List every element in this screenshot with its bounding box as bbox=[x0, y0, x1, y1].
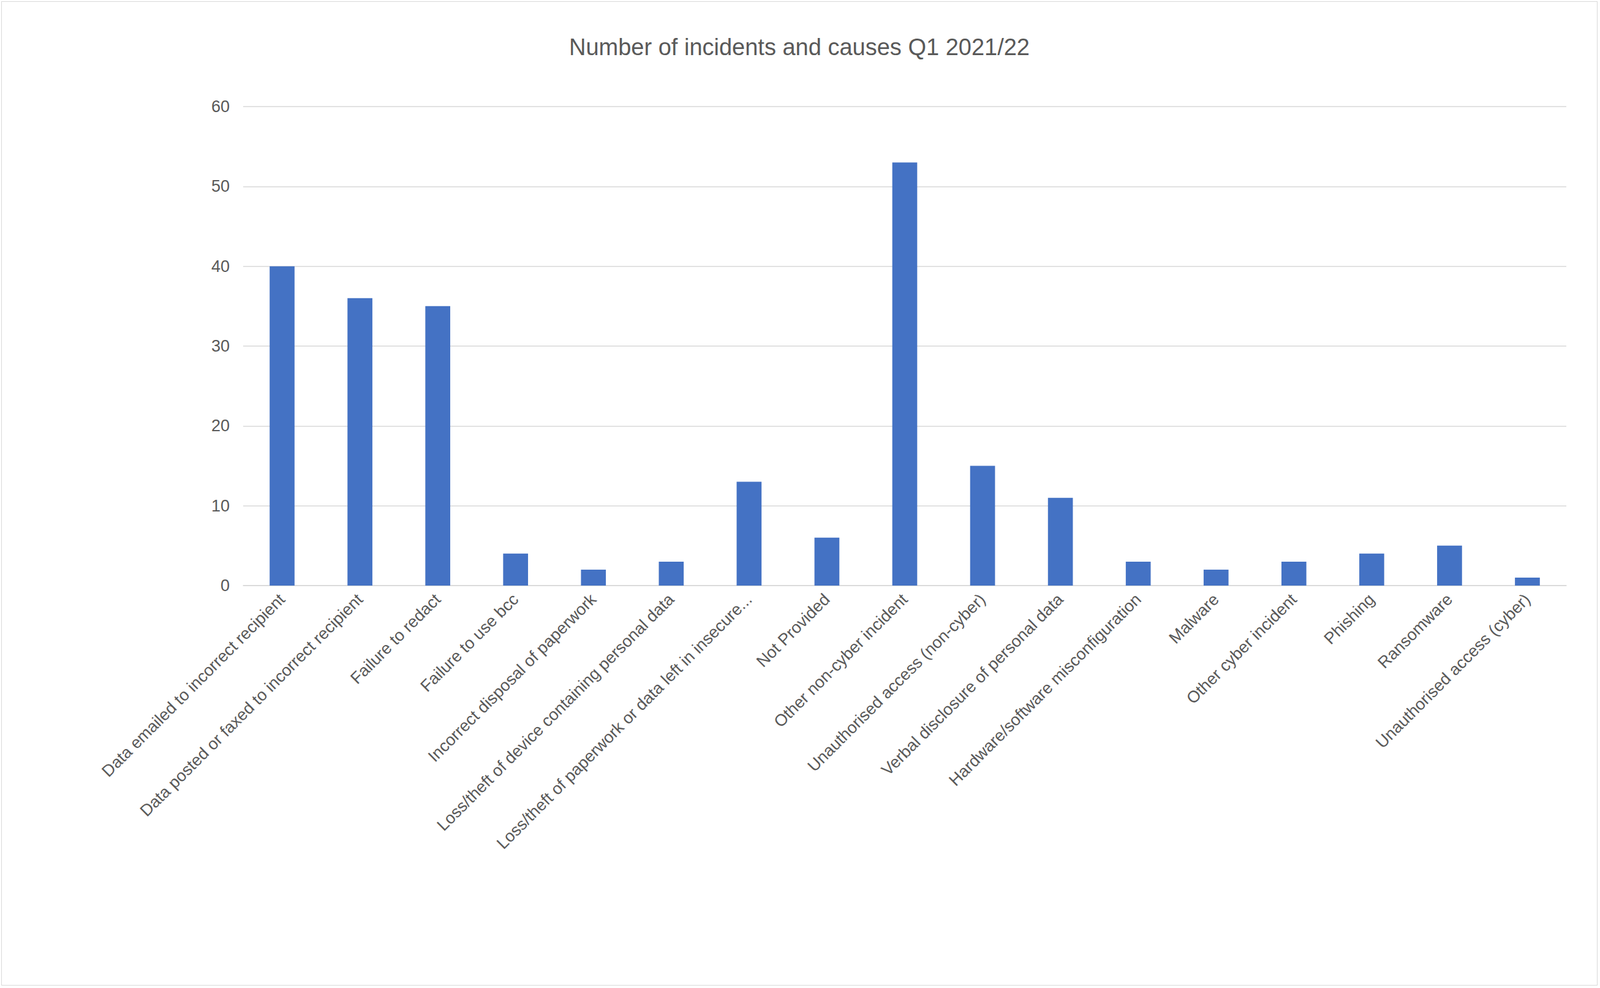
svg-text:10: 10 bbox=[211, 496, 230, 516]
svg-text:60: 60 bbox=[211, 97, 230, 116]
svg-text:Data emailed to incorrect reci: Data emailed to incorrect recipient bbox=[98, 590, 289, 781]
svg-text:Ransomware: Ransomware bbox=[1373, 589, 1457, 672]
svg-text:Hardware/software misconfigura: Hardware/software misconfiguration bbox=[945, 589, 1145, 790]
svg-text:Failure to use bcc: Failure to use bcc bbox=[416, 590, 523, 696]
svg-text:30: 30 bbox=[211, 336, 230, 356]
svg-text:Unauthorised access (non-cyber: Unauthorised access (non-cyber) bbox=[803, 590, 990, 776]
svg-text:Unauthorised access (cyber): Unauthorised access (cyber) bbox=[1372, 589, 1534, 752]
svg-text:Failure to redact: Failure to redact bbox=[346, 590, 445, 688]
svg-text:Malware: Malware bbox=[1165, 589, 1223, 647]
svg-text:50: 50 bbox=[211, 177, 230, 196]
svg-text:Incorrect disposal of paperwor: Incorrect disposal of paperwork bbox=[424, 589, 601, 766]
svg-text:Loss/theft of paperwork or dat: Loss/theft of paperwork or data left in … bbox=[493, 589, 756, 853]
svg-text:Loss/theft of device containin: Loss/theft of device containing personal… bbox=[433, 590, 678, 835]
svg-text:Phishing: Phishing bbox=[1320, 589, 1379, 648]
svg-text:40: 40 bbox=[211, 257, 230, 276]
svg-text:20: 20 bbox=[211, 416, 230, 435]
svg-text:Not Provided: Not Provided bbox=[752, 589, 834, 671]
svg-text:Data posted or faxed to incorr: Data posted or faxed to incorrect recipi… bbox=[136, 589, 367, 821]
svg-text:Number of incidents and causes: Number of incidents and causes Q1 2021/2… bbox=[569, 34, 1030, 61]
svg-text:Verbal disclosure of personal: Verbal disclosure of personal data bbox=[877, 590, 1067, 780]
svg-text:Other non-cyber incident: Other non-cyber incident bbox=[769, 589, 912, 732]
svg-text:0: 0 bbox=[220, 576, 230, 595]
svg-text:Other cyber incident: Other cyber incident bbox=[1182, 589, 1301, 708]
